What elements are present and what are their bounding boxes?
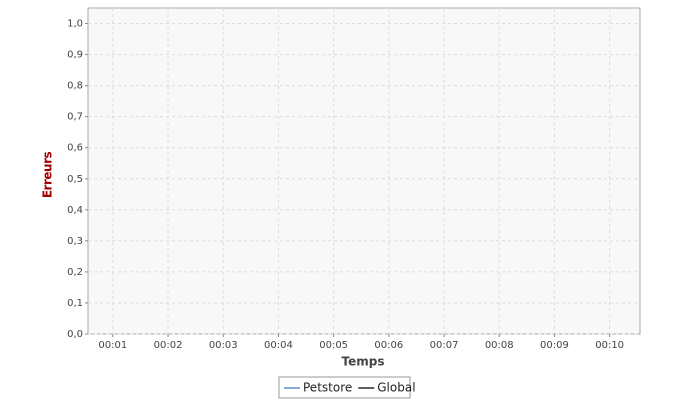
x-tick-label: 00:06	[374, 340, 403, 351]
x-tick-label: 00:02	[154, 340, 183, 351]
legend-box	[278, 376, 411, 399]
x-tick-label: 00:04	[264, 340, 293, 351]
x-tick-label: 00:10	[595, 340, 624, 351]
x-tick-label: 00:09	[540, 340, 569, 351]
x-axis-label: Temps	[342, 355, 385, 369]
y-tick-label: 0,2	[67, 267, 83, 278]
y-tick-label: 0,1	[67, 298, 83, 309]
y-tick-label: 0,0	[67, 329, 83, 340]
y-tick-label: 0,8	[67, 81, 83, 92]
legend-label: Global	[377, 381, 415, 395]
x-tick-label: 00:03	[209, 340, 238, 351]
y-tick-label: 0,4	[67, 205, 83, 216]
y-axis-label: Erreurs	[41, 152, 55, 199]
x-tick-label: 00:05	[319, 340, 348, 351]
legend-label: Petstore	[303, 381, 352, 395]
y-tick-label: 0,9	[67, 50, 83, 61]
y-tick-label: 0,3	[67, 236, 83, 247]
y-tick-label: 0,6	[67, 143, 83, 154]
y-tick-label: 1,0	[67, 19, 83, 30]
y-tick-label: 0,7	[67, 112, 83, 123]
y-tick-label: 0,5	[67, 174, 83, 185]
x-tick-label: 00:08	[485, 340, 514, 351]
x-tick-label: 00:07	[430, 340, 459, 351]
x-tick-label: 00:01	[98, 340, 127, 351]
plot-area	[87, 7, 641, 335]
